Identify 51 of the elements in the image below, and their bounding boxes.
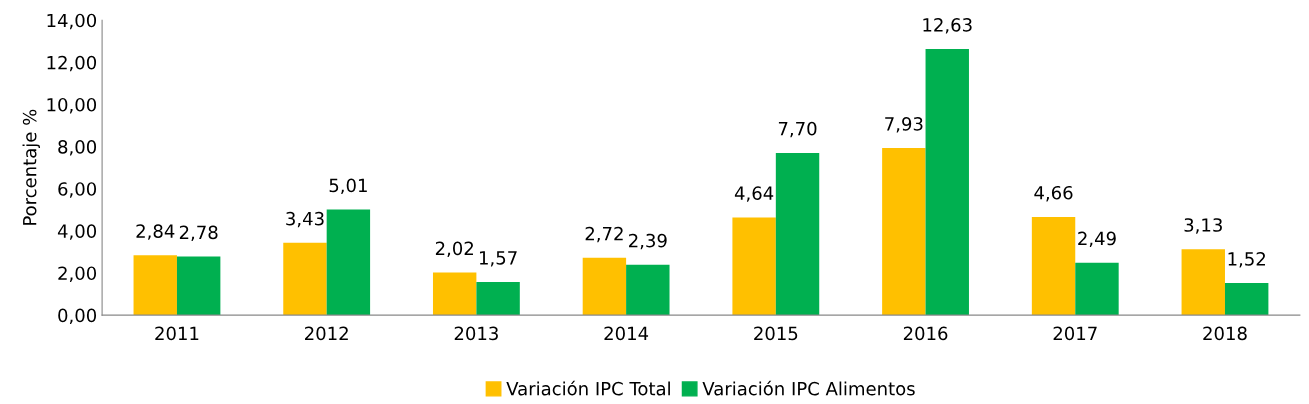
bar	[176, 256, 221, 316]
y-tick-label: 10,00	[47, 97, 97, 114]
y-tick-label: 14,00	[47, 13, 97, 30]
legend-label: Variación IPC Alimentos	[702, 380, 915, 396]
y-tick-label: 4,00	[57, 224, 97, 240]
bar	[925, 49, 969, 316]
data-label: 2,49	[1078, 231, 1116, 248]
bar	[1075, 262, 1119, 316]
bar	[133, 255, 177, 316]
bar	[283, 242, 327, 316]
data-label: 2,02	[435, 241, 473, 258]
x-tick-label: 2013	[454, 326, 498, 341]
data-label: 4,64	[734, 186, 774, 202]
bar	[775, 152, 820, 316]
data-label: 2,78	[179, 225, 218, 242]
x-tick-label: 2012	[305, 326, 348, 341]
bar	[1181, 249, 1225, 316]
y-tick-label: 6,00	[58, 182, 97, 198]
x-tick-label: 2017	[1053, 326, 1097, 341]
data-label: 5,01	[329, 178, 367, 195]
y-tick-label: 0,00	[58, 308, 97, 325]
bar	[626, 264, 670, 316]
data-label: 3,43	[286, 211, 324, 228]
bar	[432, 272, 477, 316]
x-tick-label: 2014	[604, 326, 649, 341]
legend-label: Variación IPC Total	[506, 380, 670, 396]
data-label: 2,39	[629, 233, 667, 250]
data-label: 2,72	[585, 226, 623, 243]
data-label: 2,84	[136, 224, 175, 240]
data-label: 3,13	[1184, 218, 1222, 234]
x-tick-label: 2011	[155, 326, 199, 341]
x-tick-label: 2015	[754, 326, 798, 341]
bar	[1224, 283, 1269, 316]
bar	[476, 282, 520, 316]
data-label: 4,66	[1034, 185, 1073, 202]
y-tick-label: 12,00	[47, 55, 97, 72]
y-axis-title: Porcentaje %	[22, 109, 40, 225]
y-tick-label: 2,00	[58, 266, 97, 282]
data-label: 1,52	[1228, 252, 1265, 268]
data-label: 7,93	[885, 117, 923, 133]
x-tick-label: 2016	[903, 326, 948, 341]
bar	[732, 217, 776, 316]
bar	[1031, 216, 1076, 316]
bar	[326, 209, 371, 316]
data-label: 12,63	[923, 18, 972, 34]
data-label: 7,70	[778, 121, 817, 138]
x-tick-label: 2018	[1203, 326, 1247, 341]
y-tick-label: 8,00	[58, 140, 97, 156]
bar	[882, 148, 926, 316]
bar	[582, 257, 627, 316]
data-label: 1,57	[479, 251, 517, 267]
